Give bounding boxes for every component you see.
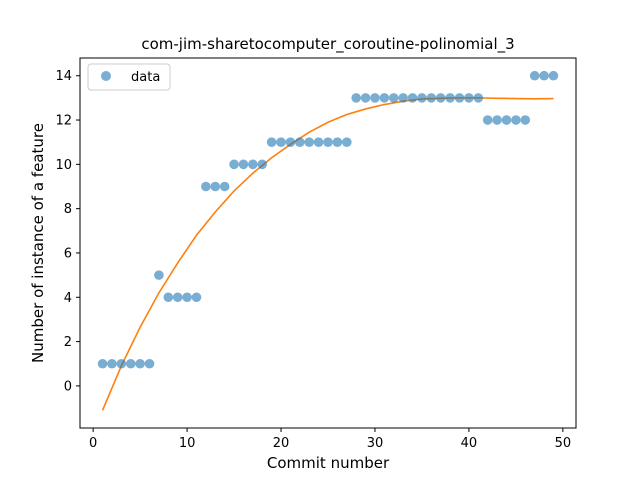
data-point	[97, 358, 108, 369]
data-point	[248, 159, 258, 170]
data-point	[191, 292, 202, 303]
data-point	[257, 159, 268, 170]
data-point	[210, 181, 221, 192]
data-point	[154, 270, 164, 280]
data-point	[464, 93, 474, 103]
data-point	[360, 93, 371, 103]
data-point	[266, 137, 277, 147]
data-point	[426, 93, 437, 103]
legend-label-data: data	[131, 70, 160, 85]
y-tick-label: 4	[64, 291, 72, 306]
data-point	[304, 137, 315, 147]
data-point	[295, 137, 305, 147]
data-point	[529, 70, 540, 81]
data-point	[501, 115, 512, 125]
data-point	[125, 358, 136, 369]
legend: data	[87, 63, 171, 91]
data-point	[229, 159, 239, 170]
y-axis-label: Number of instance of a feature	[29, 123, 47, 363]
data-point	[276, 137, 286, 147]
data-point	[548, 70, 559, 81]
data-point	[435, 93, 446, 103]
x-tick-label: 50	[555, 436, 572, 451]
data-point	[163, 292, 174, 303]
data-point	[285, 137, 296, 147]
data-point	[370, 93, 380, 103]
data-point	[351, 93, 361, 103]
y-axis-ticks: 0 2 4 6 8 10 12 14	[55, 69, 80, 394]
data-point	[201, 181, 211, 192]
data-point	[473, 93, 484, 103]
data-point	[520, 115, 531, 125]
x-axis-ticks: 0 10 20 30 40 50	[89, 428, 571, 451]
data-point	[445, 93, 455, 103]
y-tick-label: 10	[55, 158, 72, 173]
y-tick-label: 12	[55, 114, 72, 129]
y-tick-label: 2	[64, 335, 72, 350]
y-tick-label: 14	[55, 69, 72, 84]
y-tick-label: 0	[64, 379, 72, 394]
chart-title: com-jim-sharetocomputer_coroutine-polino…	[141, 35, 514, 54]
data-point	[407, 93, 418, 103]
legend-box	[87, 63, 171, 91]
data-point	[341, 137, 352, 147]
legend-marker	[101, 71, 111, 81]
data-point	[511, 115, 521, 125]
data-points-layer	[97, 70, 559, 369]
data-point	[492, 115, 502, 125]
data-point	[398, 93, 408, 103]
x-tick-label: 40	[461, 436, 478, 451]
x-tick-label: 0	[89, 436, 97, 451]
x-tick-label: 10	[179, 436, 196, 451]
data-point	[417, 93, 427, 103]
data-point	[219, 181, 230, 192]
data-point	[539, 70, 549, 81]
data-point	[238, 159, 249, 170]
x-tick-label: 20	[273, 436, 290, 451]
data-point	[135, 358, 145, 369]
data-point	[482, 115, 493, 125]
plot-area	[80, 58, 576, 428]
data-point	[144, 358, 155, 369]
data-point	[332, 137, 343, 147]
data-point	[182, 292, 192, 303]
x-tick-label: 30	[367, 436, 384, 451]
data-point	[172, 292, 183, 303]
data-point	[388, 93, 399, 103]
y-tick-label: 6	[64, 246, 72, 261]
data-point	[313, 137, 324, 147]
data-point	[116, 358, 127, 369]
data-point	[323, 137, 333, 147]
plot-frame	[79, 57, 577, 429]
data-point	[454, 93, 465, 103]
x-axis-label: Commit number	[267, 454, 390, 472]
y-tick-label: 8	[64, 202, 72, 217]
data-point	[379, 93, 390, 103]
data-point	[107, 358, 117, 369]
